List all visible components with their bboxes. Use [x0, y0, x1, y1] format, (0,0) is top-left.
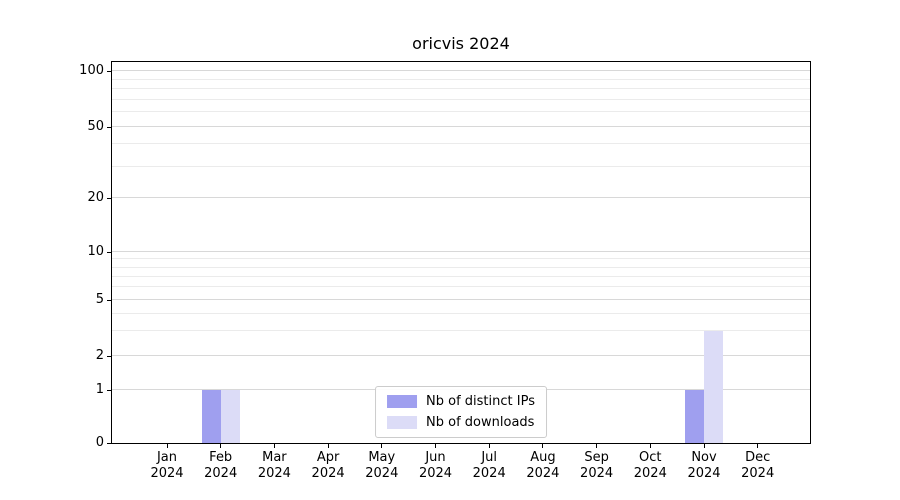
x-tick-year: 2024: [633, 466, 667, 481]
gridline-minor: [112, 266, 810, 268]
x-tick-mark: [435, 444, 436, 448]
bar-downloads: [220, 390, 240, 443]
gridline-minor: [112, 286, 810, 288]
x-tick-label: Jan 2024: [135, 450, 199, 482]
legend-entry-downloads: Nb of downloads: [387, 415, 535, 430]
legend-swatch: [387, 395, 418, 408]
gridline-minor: [112, 312, 810, 314]
x-tick-label: Apr 2024: [296, 450, 360, 482]
y-tick-mark: [107, 126, 111, 128]
x-tick-year: 2024: [687, 466, 721, 481]
bar-downloads: [704, 331, 723, 443]
x-tick-month: Nov: [691, 450, 717, 465]
x-tick-month: Sep: [584, 450, 609, 465]
y-tick-mark: [107, 70, 111, 72]
y-tick-label: 2: [95, 348, 104, 363]
x-tick-year: 2024: [365, 466, 399, 481]
x-tick-year: 2024: [204, 466, 238, 481]
legend-swatch: [387, 416, 418, 429]
x-tick-year: 2024: [418, 466, 453, 481]
gridline-minor: [112, 330, 810, 332]
x-tick-year: 2024: [311, 466, 345, 481]
gridline-minor: [112, 258, 810, 260]
x-tick-mark: [488, 444, 490, 448]
x-tick-year: 2024: [741, 466, 775, 481]
y-tick-label: 1: [95, 382, 104, 397]
x-tick-month: May: [368, 450, 396, 465]
x-tick-mark: [596, 444, 598, 448]
x-tick-label: Aug 2024: [511, 450, 575, 482]
x-tick-month: Aug: [530, 450, 556, 465]
x-tick-mark: [757, 444, 759, 448]
gridline-major: [112, 299, 810, 300]
x-tick-mark: [273, 444, 275, 448]
x-tick-year: 2024: [526, 466, 560, 481]
gridline-major: [112, 355, 810, 356]
x-tick-month: Jul: [481, 450, 498, 465]
x-tick-label: Sep 2024: [565, 450, 629, 482]
legend-entry-distinct-ips: Nb of distinct IPs: [387, 394, 535, 409]
x-tick-year: 2024: [150, 466, 184, 481]
x-tick-mark: [220, 444, 222, 448]
x-tick-mark: [327, 444, 329, 448]
x-tick-year: 2024: [580, 466, 614, 481]
y-tick-mark: [107, 251, 111, 253]
gridline-minor: [112, 143, 810, 145]
bar-distinct-ips: [685, 390, 704, 443]
gridline-major: [112, 126, 810, 127]
x-tick-mark: [166, 444, 168, 448]
legend-label: Nb of downloads: [426, 415, 535, 430]
gridline-minor: [112, 98, 810, 100]
gridline-major: [112, 70, 810, 71]
x-tick-label: Jun 2024: [404, 450, 468, 482]
x-tick-label: Jul 2024: [457, 450, 521, 482]
x-tick-label: Nov 2024: [672, 450, 736, 482]
legend: Nb of distinct IPs Nb of downloads: [375, 386, 547, 438]
x-tick-month: Apr: [316, 450, 340, 465]
x-tick-mark: [649, 444, 651, 448]
x-tick-label: Dec 2024: [726, 450, 790, 482]
legend-label: Nb of distinct IPs: [426, 394, 535, 409]
y-tick-mark: [107, 299, 111, 301]
chart-title: oricvis 2024: [412, 34, 510, 53]
y-tick-label: 100: [79, 63, 104, 78]
x-tick-label: Mar 2024: [242, 450, 306, 482]
x-tick-month: Dec: [745, 450, 771, 465]
x-tick-month: Jun: [425, 450, 446, 465]
x-tick-label: May 2024: [350, 450, 414, 482]
x-tick-label: Oct 2024: [618, 450, 682, 482]
x-tick-year: 2024: [257, 466, 291, 481]
gridline-minor: [112, 78, 810, 80]
y-tick-label: 10: [87, 244, 104, 259]
plot-area: Nb of distinct IPs Nb of downloads: [111, 61, 811, 444]
x-tick-month: Mar: [262, 450, 287, 465]
x-tick-month: Oct: [639, 450, 662, 465]
bar-distinct-ips: [201, 390, 221, 443]
x-tick-mark: [542, 444, 544, 448]
gridline-minor: [112, 111, 810, 113]
x-tick-label: Feb 2024: [189, 450, 253, 482]
gridline-minor: [112, 165, 810, 167]
x-tick-month: Jan: [156, 450, 178, 465]
x-tick-mark: [703, 444, 705, 448]
y-tick-label: 0: [95, 435, 104, 450]
x-tick-mark: [381, 444, 383, 448]
y-axis: 0 1 2 5 10 20 50 100: [0, 0, 104, 500]
y-tick-label: 50: [87, 119, 104, 134]
y-tick-mark: [107, 442, 111, 444]
gridline-minor: [112, 88, 810, 89]
x-tick-year: 2024: [472, 466, 506, 481]
y-tick-mark: [107, 389, 111, 391]
gridline-major: [112, 251, 810, 252]
y-tick-label: 20: [87, 190, 104, 205]
x-tick-month: Feb: [209, 450, 233, 465]
y-tick-mark: [107, 197, 111, 199]
gridline-major: [112, 197, 810, 198]
y-tick-mark: [107, 355, 111, 357]
gridline-minor: [112, 275, 810, 277]
y-tick-label: 5: [95, 292, 104, 307]
